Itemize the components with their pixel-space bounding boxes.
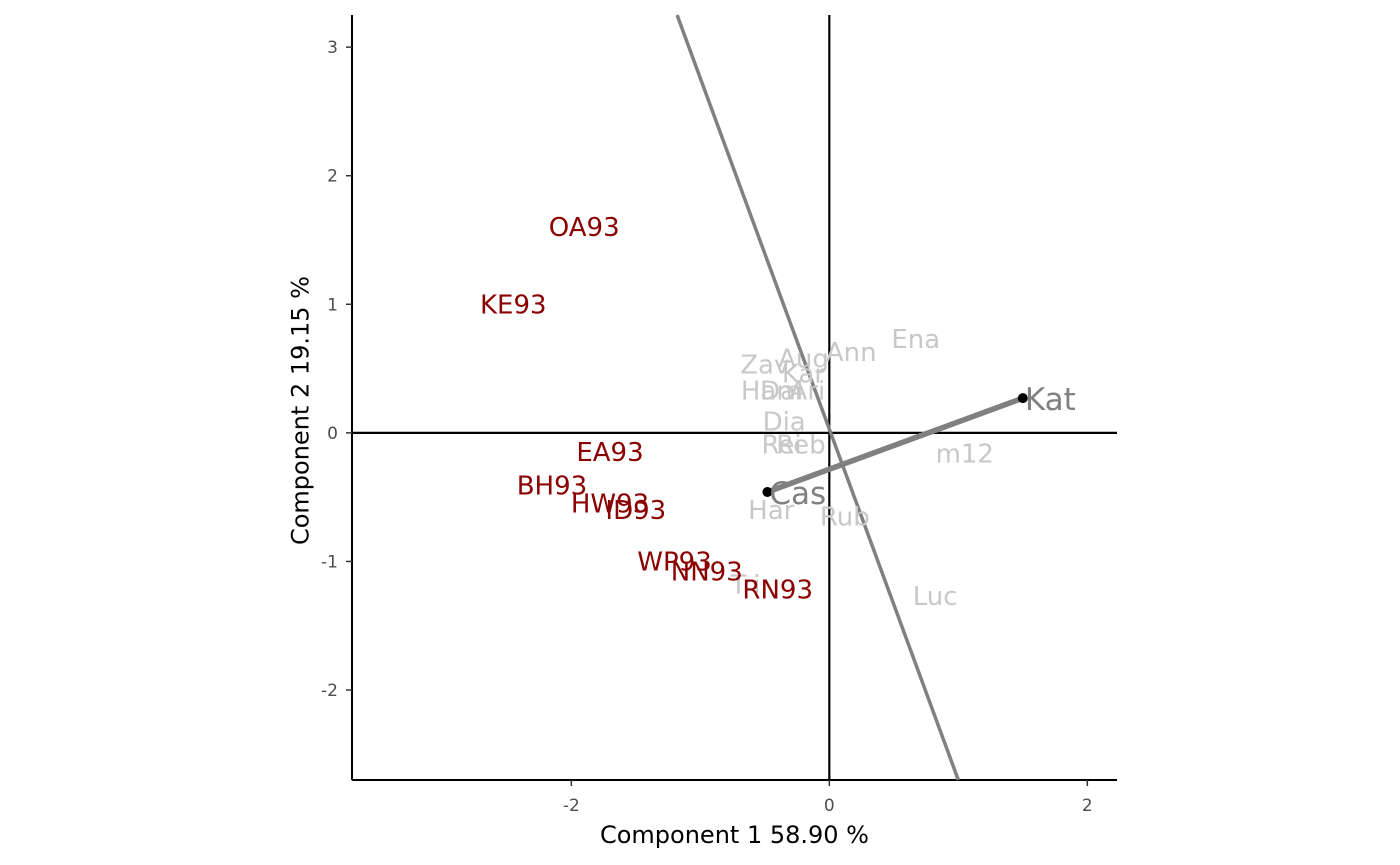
environment-label: HW93 (571, 490, 649, 520)
perpendicular-line (675, 14, 960, 781)
environment-label: KE93 (480, 290, 547, 320)
genotype-label: Dal (760, 376, 803, 406)
environment-label: RN93 (742, 576, 813, 606)
genotype-label: Ann (826, 338, 877, 368)
genotype-label: Dia (763, 407, 806, 437)
environment-label: EA93 (576, 438, 643, 468)
comparison-point-label: Kat (1025, 382, 1076, 418)
environment-label: NN93 (671, 558, 743, 588)
x-tick-label: 2 (1082, 796, 1093, 816)
genotype-label: Reb (776, 430, 825, 460)
y-tick-label: 1 (327, 295, 338, 315)
x-tick-label: -2 (563, 796, 580, 816)
y-tick-label: 2 (327, 167, 338, 187)
y-tick-label: -2 (321, 681, 338, 701)
genotype-label: Ena (891, 325, 940, 355)
environment-label: ID93 (605, 496, 666, 526)
comparison-point-label: Cas (769, 476, 826, 512)
comparison-segment (766, 395, 1024, 495)
y-axis-title: Component 2 19.15 % (286, 276, 314, 545)
comparison-points: Cas Kat (762, 382, 1076, 512)
comparison-point (1017, 393, 1028, 404)
genotype-label: Rei (762, 430, 802, 460)
y-tick-label: -1 (321, 552, 338, 572)
reference-lines (352, 15, 1117, 780)
tick-labels: -2 0 2 -2 -1 0 1 2 3 (321, 38, 1093, 816)
x-axis-title: Component 1 58.90 % (600, 821, 869, 849)
genotype-label: Zav (740, 351, 789, 381)
genotype-label: Kar (782, 360, 826, 390)
genotype-label: Har (748, 496, 794, 526)
environment-label: WP93 (637, 547, 711, 577)
plot-axes (346, 15, 1117, 786)
genotype-label: Tri (729, 571, 760, 601)
genotype-label: Ari (790, 376, 826, 406)
genotype-label: Aug (778, 344, 829, 374)
genotype-label: Luc (913, 582, 958, 612)
environment-label: OA93 (549, 213, 620, 243)
y-tick-label: 0 (327, 424, 338, 444)
y-tick-label: 3 (327, 38, 338, 58)
genotype-label: Ham (741, 376, 802, 406)
comparison-lines (675, 14, 1024, 781)
comparison-point (762, 487, 773, 497)
x-tick-label: 0 (824, 796, 835, 816)
genotype-label: Rub (820, 502, 870, 532)
genotype-label: m12 (936, 439, 994, 469)
environment-label: BH93 (517, 472, 587, 502)
